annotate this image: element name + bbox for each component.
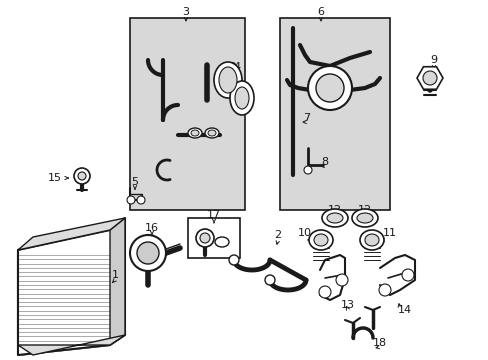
- Polygon shape: [18, 218, 125, 250]
- Text: 4: 4: [233, 62, 240, 72]
- Circle shape: [74, 168, 90, 184]
- Circle shape: [422, 71, 436, 85]
- Text: 18: 18: [372, 338, 386, 348]
- Circle shape: [401, 269, 413, 281]
- Ellipse shape: [351, 209, 377, 227]
- Ellipse shape: [187, 128, 202, 138]
- Text: 9: 9: [429, 55, 437, 65]
- Circle shape: [127, 196, 135, 204]
- Text: 11: 11: [382, 228, 396, 238]
- Text: 8: 8: [321, 157, 328, 167]
- Ellipse shape: [207, 130, 216, 136]
- Ellipse shape: [214, 62, 242, 98]
- Bar: [280, 18, 389, 210]
- Text: 15: 15: [48, 173, 62, 183]
- Ellipse shape: [191, 130, 199, 136]
- Text: 6: 6: [317, 7, 324, 17]
- Text: 2: 2: [274, 230, 281, 240]
- Circle shape: [304, 166, 311, 174]
- Text: 13: 13: [340, 300, 354, 310]
- Text: 14: 14: [397, 305, 411, 315]
- Ellipse shape: [219, 67, 237, 93]
- Text: 5: 5: [131, 177, 138, 187]
- Bar: [187, 218, 240, 258]
- Ellipse shape: [229, 81, 253, 115]
- Text: 16: 16: [145, 223, 159, 233]
- Ellipse shape: [235, 87, 248, 109]
- Circle shape: [130, 235, 165, 271]
- Polygon shape: [18, 230, 110, 355]
- Circle shape: [78, 172, 86, 180]
- Polygon shape: [110, 218, 125, 345]
- Ellipse shape: [321, 209, 347, 227]
- Circle shape: [335, 274, 347, 286]
- Ellipse shape: [204, 128, 219, 138]
- Ellipse shape: [359, 230, 383, 250]
- Circle shape: [264, 275, 274, 285]
- Circle shape: [307, 66, 351, 110]
- Circle shape: [200, 233, 209, 243]
- Text: 12: 12: [327, 205, 342, 215]
- Circle shape: [137, 196, 145, 204]
- Polygon shape: [416, 67, 442, 89]
- Circle shape: [137, 242, 159, 264]
- Ellipse shape: [356, 213, 372, 223]
- Text: 1: 1: [111, 270, 118, 280]
- Text: 10: 10: [297, 228, 311, 238]
- Ellipse shape: [215, 237, 228, 247]
- Text: 17: 17: [206, 210, 221, 220]
- Polygon shape: [18, 335, 125, 355]
- Circle shape: [196, 229, 214, 247]
- Circle shape: [318, 286, 330, 298]
- Ellipse shape: [326, 213, 342, 223]
- Ellipse shape: [313, 234, 327, 246]
- Text: 3: 3: [182, 7, 189, 17]
- Circle shape: [378, 284, 390, 296]
- Text: 12: 12: [357, 205, 371, 215]
- Bar: [130, 18, 244, 210]
- Circle shape: [315, 74, 343, 102]
- Circle shape: [228, 255, 239, 265]
- Text: 7: 7: [303, 113, 310, 123]
- Ellipse shape: [364, 234, 378, 246]
- Ellipse shape: [308, 230, 332, 250]
